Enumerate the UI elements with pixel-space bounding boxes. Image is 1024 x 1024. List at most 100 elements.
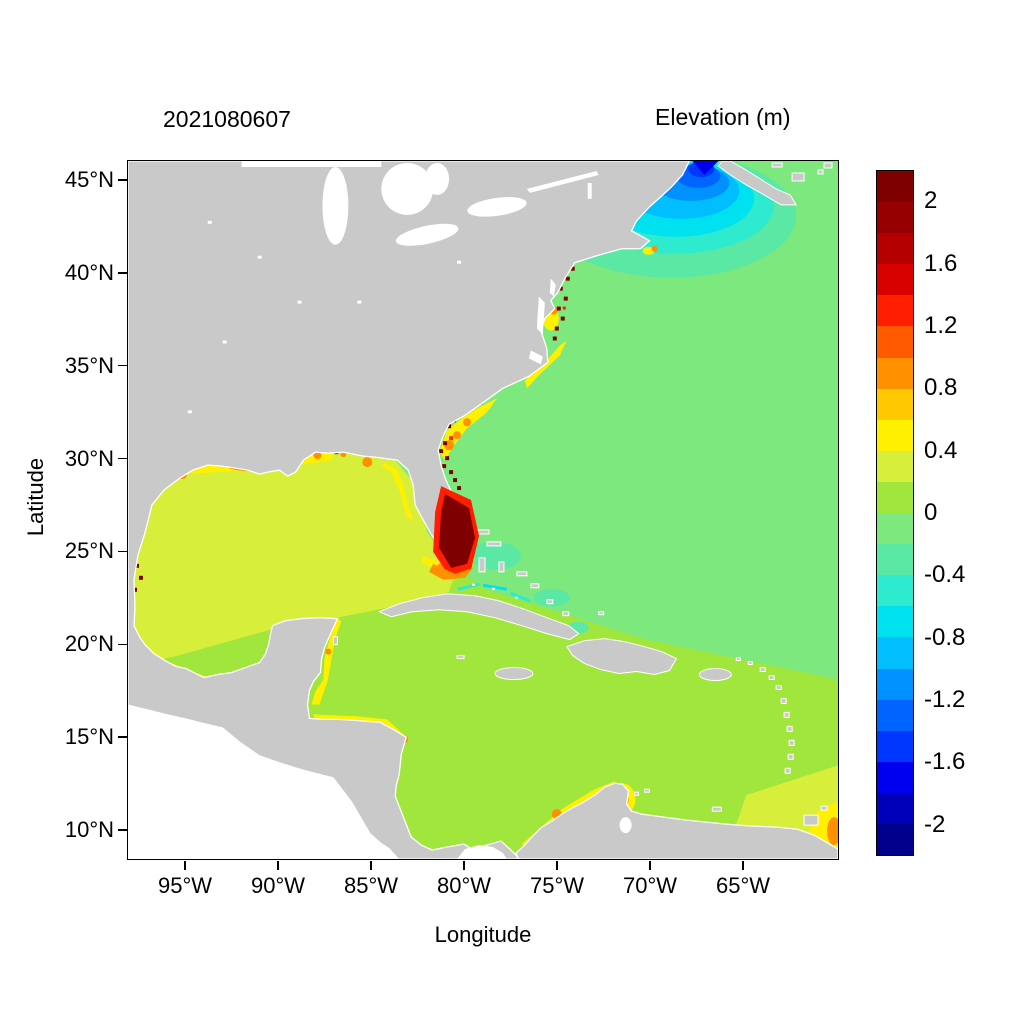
jamaica [494,667,534,681]
x-tick-label: 90°W [250,873,306,898]
colorbar-band [877,699,913,731]
orange-dot [325,648,332,655]
colorbar-band [877,202,913,234]
hispaniola [565,638,678,676]
bahamas-strip [486,541,502,547]
antilles-islet [759,667,766,673]
x-tick-mark [649,861,651,870]
plot-datestamp: 2021080607 [163,106,291,132]
x-axis-label: Longitude [434,922,532,947]
cyan-streak [509,591,531,603]
colorbar [876,170,914,856]
lake-michigan [322,166,349,245]
colorbar-band [877,264,913,296]
margarita [711,806,722,812]
colorbar-band [877,419,913,451]
colorbar-band [877,326,913,358]
chesapeake-bay [536,296,545,335]
colorbar-label: 1.2 [924,311,958,339]
y-tick-label: 15°N [64,724,114,750]
orange-dot [453,431,462,440]
lake-speck [297,300,302,304]
antilles-islet [768,675,775,681]
red-dot [562,306,566,310]
x-tick-label: 75°W [529,873,585,898]
colorbar-label: 0.8 [924,374,958,402]
west-florida-strip [381,463,414,520]
colorbar-label: -0.8 [924,623,966,651]
bahamas-strip [546,599,554,605]
antilles-islet [780,697,787,704]
lake-ontario [467,197,527,217]
antilles-islet [787,753,794,760]
orange-dot [362,457,373,468]
colorbar-band [877,481,913,514]
st-lawrence-river [526,170,599,193]
x-tick-mark [370,861,372,870]
x-tick-label: 80°W [436,873,492,898]
colorbar-band [877,233,913,265]
x-tick-label: 70°W [622,873,678,898]
colorbar-band [877,637,913,669]
lake-erie [395,223,459,246]
bahamas-strip [516,571,528,577]
antilles-islet [786,725,793,732]
red-dot [449,436,454,441]
antilles-islet [775,684,782,690]
antilles-islet [784,767,791,774]
y-tick-mark [118,457,127,460]
colorbar-band [877,606,913,638]
x-tick-mark [184,861,186,870]
ocean-gulf-of-mexico [128,445,458,668]
delaware-bay [549,278,556,297]
georgian-bay [425,162,450,195]
tobago [820,805,828,811]
colorbar-band [877,668,913,700]
map-plot-area [127,160,839,860]
colorbar-label: -0.4 [924,561,966,589]
x-tick-mark [556,861,558,870]
antilles-islet [735,657,741,662]
land-masses [128,161,838,859]
florida-darkred-core [439,494,476,568]
lake-champlain [587,182,592,199]
lake-speck [207,220,212,224]
x-tick-label: 85°W [343,873,399,898]
nova-scotia [717,161,797,206]
colorbar-label: 0 [924,499,938,526]
teal-patch [533,588,570,607]
lake-speck [457,260,462,264]
lake-superior [241,161,382,167]
pacific-nodata [128,704,400,859]
lake-huron [381,162,434,215]
gulf-of-panama-nodata [457,845,507,859]
lake-speck [222,340,227,344]
cape-breton [791,172,805,182]
turks-caicos [598,611,605,616]
antilles-islet [783,711,790,718]
bahamas-strip [498,561,505,573]
colorbar-band [877,450,913,482]
y-tick-mark [118,736,127,738]
colorbar-band [877,761,913,793]
colorbar-band [877,357,913,389]
lake-speck [187,410,192,414]
colorbar-label: -2 [924,810,946,838]
colorbar-band [877,295,913,327]
cozumel [332,636,338,646]
colorbar-band [877,513,913,545]
nodata-and-lakes [128,161,632,859]
islands [332,161,833,826]
bay-of-fundy-navy [692,161,719,175]
puerto-rico [698,668,732,682]
y-tick-label: 35°N [64,352,114,378]
orange-dot [463,418,472,427]
lake-speck [357,300,362,304]
y-tick-label: 20°N [64,631,114,657]
south-america-land [515,782,838,859]
elevation-map [128,161,838,859]
y-tick-label: 10°N [64,817,114,842]
x-tick-mark [277,861,279,870]
y-tick-label: 30°N [64,445,114,471]
cay-speck [491,587,495,590]
